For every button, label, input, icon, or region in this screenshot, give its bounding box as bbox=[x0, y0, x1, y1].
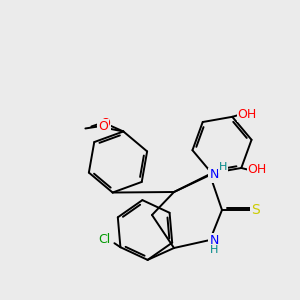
Text: Cl: Cl bbox=[98, 233, 111, 246]
Text: O: O bbox=[100, 117, 110, 130]
Text: OH: OH bbox=[248, 164, 267, 176]
Text: OH: OH bbox=[238, 108, 257, 121]
Text: H: H bbox=[219, 162, 227, 172]
Text: N: N bbox=[209, 169, 219, 182]
Text: S: S bbox=[250, 203, 260, 217]
Text: O: O bbox=[98, 120, 108, 133]
Text: N: N bbox=[209, 233, 219, 247]
Text: H: H bbox=[210, 245, 218, 255]
